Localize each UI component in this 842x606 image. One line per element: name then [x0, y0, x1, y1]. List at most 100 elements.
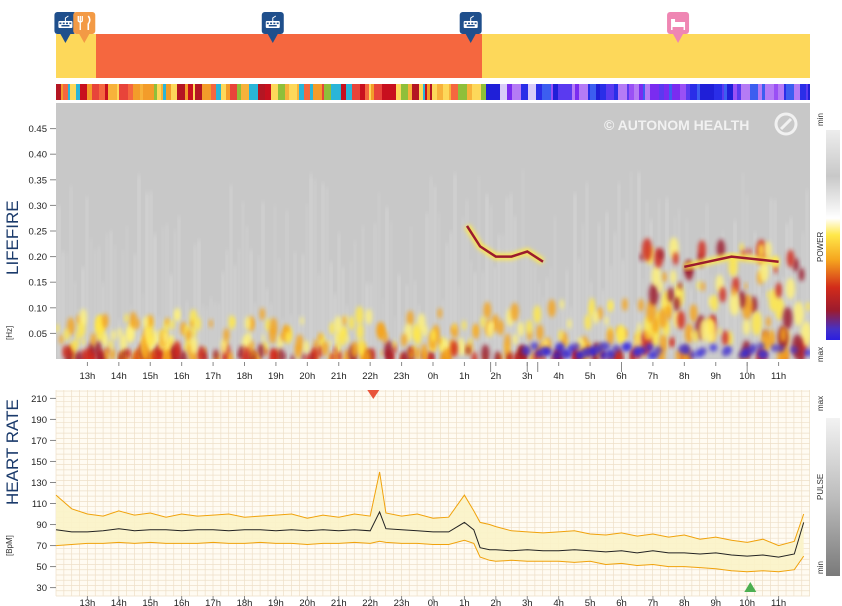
heat-spot: [103, 348, 110, 359]
heat-spot: [90, 352, 96, 359]
heat-spot: [472, 323, 480, 340]
strip-cell: [324, 84, 331, 100]
strip-cell: [193, 84, 195, 100]
heat-spot: [422, 325, 428, 337]
heat-spot: [126, 348, 130, 358]
heat-spot: [710, 294, 719, 312]
strip-cell: [289, 84, 291, 100]
heat-spot: [96, 350, 104, 359]
heat-spot: [222, 354, 227, 359]
strip-cell: [572, 84, 575, 100]
strip-cell: [724, 84, 727, 100]
heat-spot: [658, 248, 664, 261]
keyboard-pin-icon[interactable]: [261, 12, 284, 43]
x-tick-label: 21h: [331, 371, 347, 382]
heat-spot: [486, 321, 494, 338]
keyboard-pin-icon[interactable]: [459, 12, 482, 43]
strip-cell: [774, 84, 778, 100]
heat-spot: [392, 340, 396, 349]
strip-cell: [188, 84, 193, 100]
hr-unit: [BpM]: [5, 535, 14, 556]
power-legend-max: max: [816, 347, 825, 362]
strip-cell: [161, 84, 163, 100]
heat-spot: [406, 310, 414, 327]
heat-spot: [792, 258, 799, 272]
strip-cell: [371, 84, 374, 100]
power-legend-title: POWER: [816, 232, 825, 262]
heat-spot: [593, 345, 602, 354]
strip-cell: [299, 84, 304, 100]
y-tick-label: 110: [32, 499, 47, 510]
hr-x-axis: 13h 14h 15h 16h 17h 18h 19h 20h 21h 22h 23h 0h 1h 2h 3…: [79, 596, 786, 606]
heat-spot: [90, 333, 97, 347]
bed-pin-icon[interactable]: [667, 12, 690, 43]
x-tick-label: 20h: [299, 371, 315, 382]
y-tick-label: 130: [31, 478, 47, 489]
heat-spot: [280, 331, 285, 341]
heat-spot: [59, 334, 64, 345]
heat-spot: [305, 353, 311, 359]
heat-spot: [220, 338, 228, 354]
heat-spot: [401, 333, 407, 347]
strip-cell: [346, 84, 352, 100]
heat-spot: [184, 344, 188, 352]
heat-spot: [533, 305, 542, 324]
x-tick-label: 13h: [79, 371, 95, 382]
heat-spot: [165, 317, 170, 326]
heat-spot: [357, 338, 366, 357]
x-tick-label: 5h: [585, 371, 596, 382]
heat-spot: [265, 318, 272, 332]
heat-spot: [698, 240, 706, 259]
heat-spot: [285, 330, 292, 345]
strip-cell: [396, 84, 401, 100]
strip-cell: [449, 84, 451, 100]
heat-spot: [670, 270, 677, 285]
heat-spot: [600, 351, 608, 359]
heat-spot: [756, 342, 765, 351]
x-tick-label: 7h: [648, 371, 659, 382]
heat-spot: [85, 347, 93, 359]
y-tick-label: 0.30: [29, 201, 48, 212]
x-tick-label: 22h: [362, 598, 378, 606]
heat-spot: [798, 267, 805, 282]
heat-spot: [678, 281, 682, 290]
meal-pin-icon[interactable]: [73, 12, 96, 43]
heat-spot: [174, 310, 180, 322]
x-tick-label: 10h: [739, 598, 755, 606]
strip-cell: [521, 84, 528, 100]
x-tick-label: 23h: [394, 598, 410, 606]
heat-spot: [190, 324, 197, 339]
heat-spot: [333, 346, 337, 354]
heat-spot: [673, 296, 680, 312]
x-tick-label: 6h: [616, 598, 627, 606]
heat-spot: [414, 346, 421, 359]
x-tick-label: 7h: [648, 598, 659, 606]
power-legend-min: min: [816, 113, 825, 126]
hr-markers: [367, 390, 757, 592]
strip-cell: [762, 84, 765, 100]
heat-spot: [559, 299, 565, 310]
x-tick-label: 4h: [553, 598, 564, 606]
strip-cell: [140, 84, 143, 100]
heat-spot: [466, 346, 470, 355]
heat-spot: [190, 336, 198, 354]
heat-spot: [311, 346, 318, 359]
strip-cell: [216, 84, 221, 100]
x-tick-label: 11h: [771, 598, 786, 606]
x-tick-label: 14h: [111, 371, 127, 382]
y-tick-label: 190: [31, 415, 47, 426]
keyboard-pin-icon[interactable]: [54, 12, 77, 43]
heat-spot: [774, 297, 785, 321]
heat-spot: [543, 347, 552, 356]
x-tick-label: 20h: [299, 598, 315, 606]
strip-cell: [600, 84, 606, 100]
heat-spot: [348, 315, 355, 331]
strip-cell: [467, 84, 472, 100]
strip-cell: [341, 84, 344, 100]
strip-cell: [275, 84, 278, 100]
max-marker-icon: [367, 390, 380, 399]
heat-spot: [774, 265, 778, 274]
strip-cell: [551, 84, 553, 100]
heat-spot: [558, 329, 563, 341]
heat-spot: [574, 351, 583, 359]
